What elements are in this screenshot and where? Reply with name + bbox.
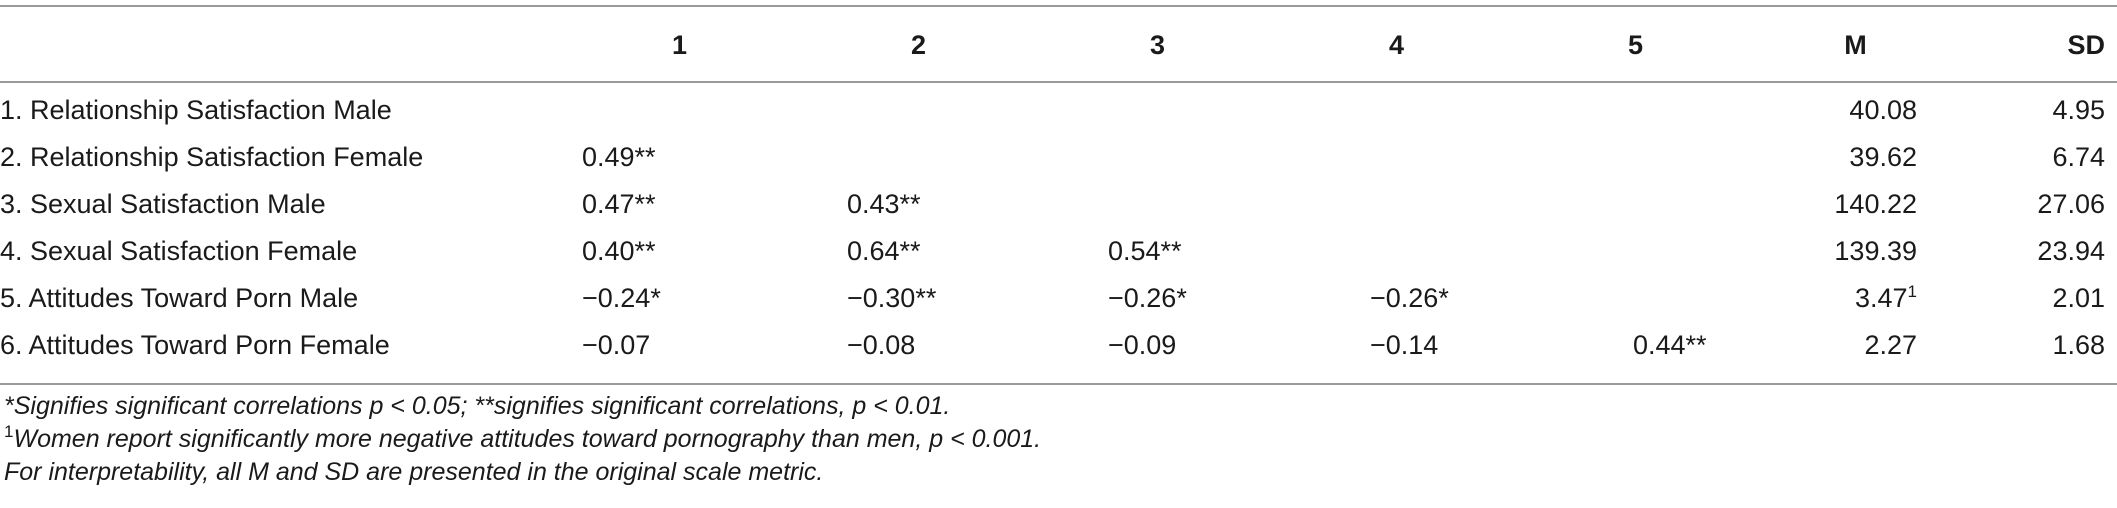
cell-col-4 xyxy=(1277,134,1516,181)
cell-col-2: 0.43** xyxy=(847,189,921,219)
header-cell-4: 4 xyxy=(1388,30,1405,60)
note-footnote-1: 1Women report significantly more negativ… xyxy=(4,423,1041,456)
mean-value: 39.62 xyxy=(1849,142,1917,172)
table-row: 1. Relationship Satisfaction Male 40.08 … xyxy=(0,83,2117,134)
header-cell-5: 5 xyxy=(1627,30,1644,60)
correlation-table-container: 1 2 3 4 5 M SD 1. Relationship Satisfact… xyxy=(0,0,2117,369)
cell-col-5: 0.44** xyxy=(1633,330,1707,360)
cell-sd: 4.95 xyxy=(2052,95,2105,125)
cell-col-1: −0.07 xyxy=(582,330,651,360)
cell-col-1: 0.40** xyxy=(582,236,656,266)
cell-sd: 1.68 xyxy=(2052,330,2105,360)
mean-value: 139.39 xyxy=(1834,236,1917,266)
cell-col-5 xyxy=(1516,228,1755,275)
mean-footnote-mark: 1 xyxy=(1907,282,1917,301)
cell-col-4: −0.14 xyxy=(1370,330,1439,360)
row-label: 4. Sexual Satisfaction Female xyxy=(0,236,358,266)
cell-mean: 3.471 xyxy=(1755,275,1956,322)
cell-col-3 xyxy=(1038,83,1277,134)
cell-col-1: −0.24* xyxy=(582,283,661,313)
cell-col-4 xyxy=(1277,181,1516,228)
header-cell-2: 2 xyxy=(910,30,927,60)
cell-col-1: 0.49** xyxy=(582,142,656,172)
table-notes: *Signifies significant correlations p < … xyxy=(4,390,1041,489)
cell-mean: 140.22 xyxy=(1755,181,1956,228)
mean-value: 2.27 xyxy=(1864,330,1917,360)
table-row: 3. Sexual Satisfaction Male 0.47** 0.43*… xyxy=(0,181,2117,228)
cell-sd: 23.94 xyxy=(2037,236,2105,266)
cell-col-2: 0.64** xyxy=(847,236,921,266)
cell-col-1: 0.47** xyxy=(582,189,656,219)
cell-col-2 xyxy=(799,83,1038,134)
table-row: 4. Sexual Satisfaction Female 0.40** 0.6… xyxy=(0,228,2117,275)
cell-col-4 xyxy=(1277,228,1516,275)
header-cell-sd: SD xyxy=(2067,30,2105,60)
cell-col-3 xyxy=(1038,134,1277,181)
cell-sd: 6.74 xyxy=(2052,142,2105,172)
row-label: 6. Attitudes Toward Porn Female xyxy=(0,330,390,360)
cell-mean: 139.39 xyxy=(1755,228,1956,275)
table-header-rule xyxy=(0,81,2117,83)
cell-mean: 40.08 xyxy=(1755,83,1956,134)
table-header-row: 1 2 3 4 5 M SD xyxy=(0,0,2117,83)
row-label: 1. Relationship Satisfaction Male xyxy=(0,95,392,125)
header-cell-m: M xyxy=(1844,30,1867,60)
cell-col-4 xyxy=(1277,83,1516,134)
cell-col-2: −0.08 xyxy=(847,330,916,360)
header-cell-1: 1 xyxy=(671,30,688,60)
cell-col-2 xyxy=(799,134,1038,181)
cell-col-3 xyxy=(1038,181,1277,228)
cell-col-5 xyxy=(1516,83,1755,134)
header-cell-label xyxy=(0,0,560,83)
row-label: 5. Attitudes Toward Porn Male xyxy=(0,283,359,313)
cell-sd: 2.01 xyxy=(2052,283,2105,313)
cell-mean: 2.27 xyxy=(1755,322,1956,369)
cell-col-1 xyxy=(560,83,799,134)
table-row: 5. Attitudes Toward Porn Male −0.24* −0.… xyxy=(0,275,2117,322)
cell-col-5 xyxy=(1516,134,1755,181)
row-label: 2. Relationship Satisfaction Female xyxy=(0,142,424,172)
row-label: 3. Sexual Satisfaction Male xyxy=(0,189,326,219)
note-footnote-1-text: Women report significantly more negative… xyxy=(13,425,1042,453)
mean-value: 3.47 xyxy=(1854,283,1908,313)
note-footnote-mark: 1 xyxy=(4,422,14,441)
note-significance: *Signifies significant correlations p < … xyxy=(4,392,951,420)
table-bottom-rule xyxy=(0,383,2117,385)
cell-col-5 xyxy=(1516,181,1755,228)
cell-sd: 27.06 xyxy=(2037,189,2105,219)
mean-value: 140.22 xyxy=(1834,189,1917,219)
cell-col-3: 0.54** xyxy=(1108,236,1182,266)
cell-col-4: −0.26* xyxy=(1370,283,1449,313)
header-cell-3: 3 xyxy=(1149,30,1166,60)
note-interpretability: For interpretability, all M and SD are p… xyxy=(4,458,824,486)
correlation-table: 1 2 3 4 5 M SD 1. Relationship Satisfact… xyxy=(0,0,2117,369)
mean-value: 40.08 xyxy=(1849,95,1917,125)
cell-col-5 xyxy=(1516,275,1755,322)
table-row: 6. Attitudes Toward Porn Female −0.07 −0… xyxy=(0,322,2117,369)
cell-mean: 39.62 xyxy=(1755,134,1956,181)
table-top-rule xyxy=(0,5,2117,7)
cell-col-3: −0.26* xyxy=(1108,283,1187,313)
cell-col-3: −0.09 xyxy=(1108,330,1177,360)
cell-col-2: −0.30** xyxy=(847,283,937,313)
table-row: 2. Relationship Satisfaction Female 0.49… xyxy=(0,134,2117,181)
